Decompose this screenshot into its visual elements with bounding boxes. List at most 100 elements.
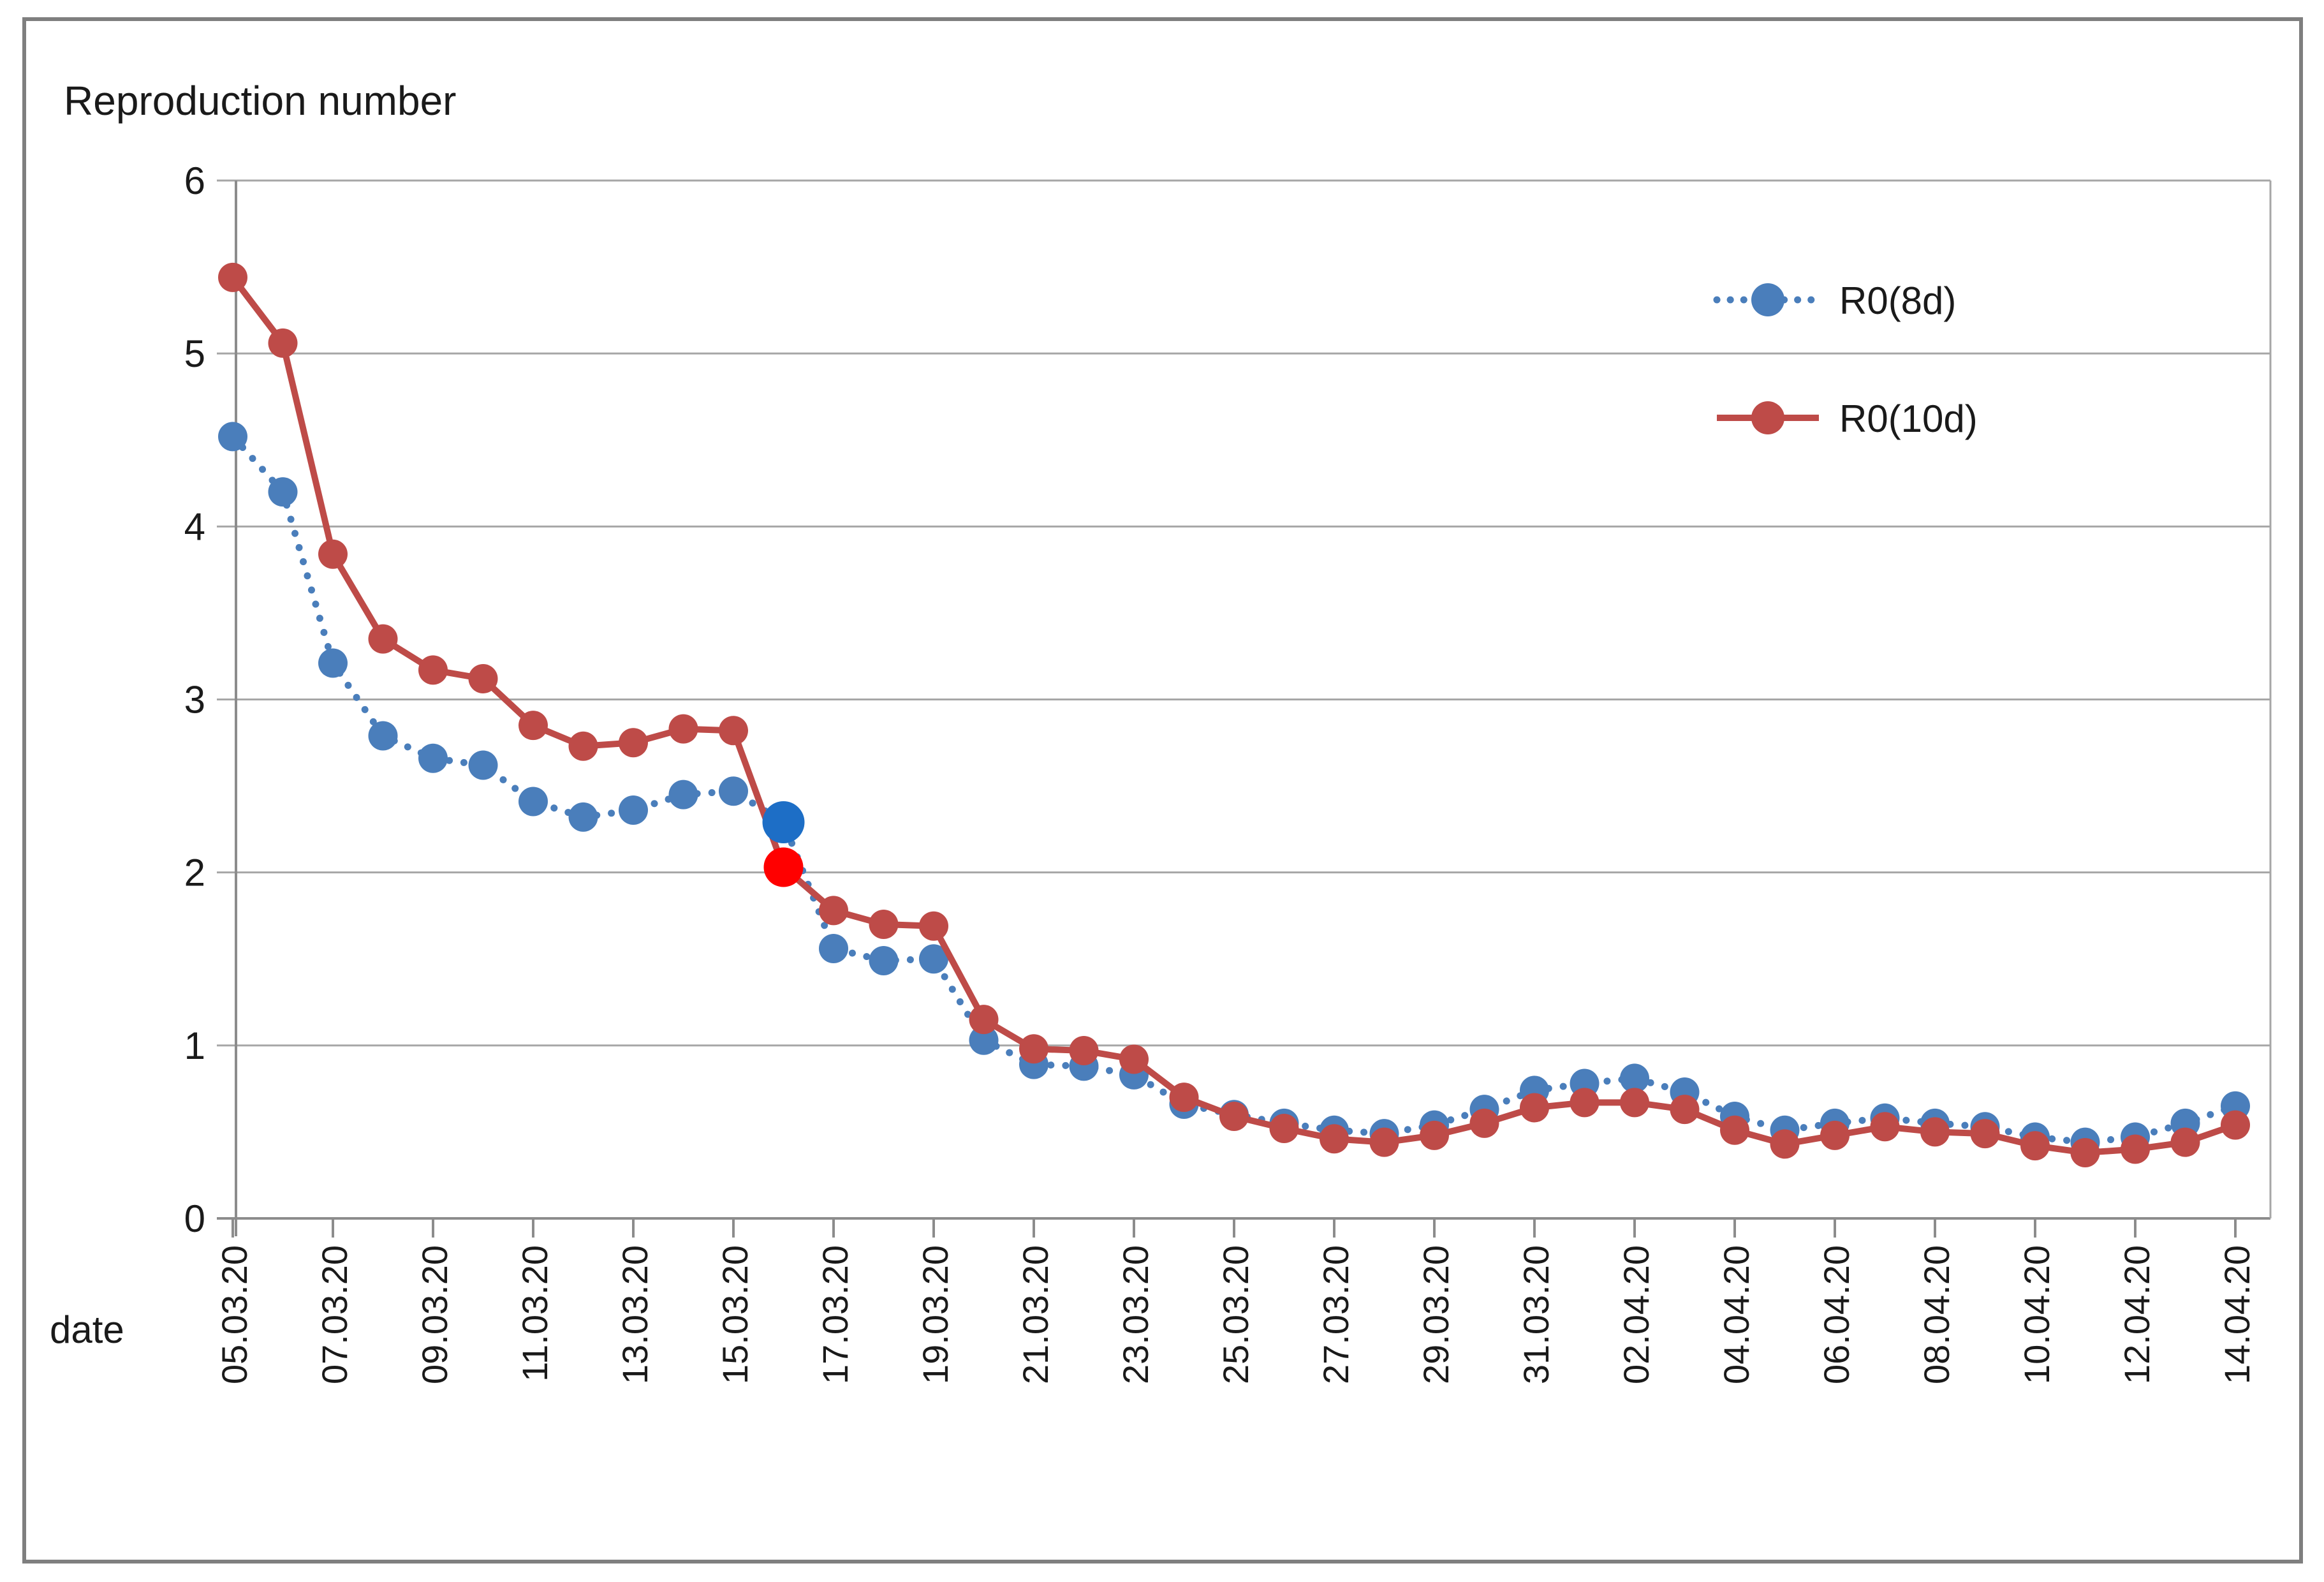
x-tick-labels: 05.03.20 07.03.20 09.03.20 11.03.20 13.03.20… (214, 1245, 2257, 1384)
marker-R0(10d) (1670, 1095, 1700, 1125)
marker-R0(10d) (1920, 1117, 1950, 1147)
marker-R0(10d) (919, 911, 948, 941)
marker-R0(8d) (568, 802, 598, 832)
x-tick-label: 08.04.20 (1916, 1245, 1957, 1384)
marker-R0(10d) (2070, 1137, 2100, 1167)
y-tick-labels: 0 1 2 3 4 5 6 (184, 159, 205, 1240)
x-tick-label: 09.03.20 (415, 1245, 455, 1384)
axes (217, 181, 2272, 1238)
marker-R0(8d) (668, 780, 698, 809)
y-tick-label-4: 4 (184, 505, 205, 548)
marker-R0(10d) (1820, 1120, 1850, 1150)
marker-R0(10d) (218, 262, 247, 292)
marker-R0(10d) (518, 711, 548, 741)
marker-R0(10d) (2221, 1110, 2250, 1140)
x-tick-label: 05.03.20 (214, 1245, 254, 1384)
marker-R0(10d) (1119, 1044, 1149, 1074)
marker-R0(10d) (1019, 1034, 1048, 1064)
x-axis-title: date (50, 1308, 124, 1351)
marker-R0(10d) (619, 728, 648, 758)
chart-title: Reproduction number (64, 78, 456, 124)
marker-R0(10d) (2020, 1131, 2050, 1161)
marker-R0(10d) (1369, 1127, 1399, 1157)
marker-R0(8d) (218, 422, 247, 452)
x-tick-label: 04.04.20 (1716, 1245, 1756, 1384)
marker-R0(8d) (468, 750, 498, 780)
y-tick-label-0: 0 (184, 1197, 205, 1240)
marker-R0(10d) (1520, 1093, 1549, 1123)
marker-R0(10d) (1570, 1088, 1600, 1118)
legend-label-r0-8d: R0(8d) (1839, 279, 1956, 322)
marker-R0(8d) (619, 795, 648, 825)
x-tick-label: 27.03.20 (1316, 1245, 1356, 1384)
marker-R0(10d) (1420, 1120, 1449, 1150)
marker-R0(10d) (819, 896, 848, 926)
marker-R0(10d) (1469, 1108, 1499, 1138)
x-tick-label: 06.04.20 (1816, 1245, 1857, 1384)
x-tick-label: 29.03.20 (1416, 1245, 1456, 1384)
marker-R0(8d) (919, 944, 948, 974)
marker-R0(10d) (568, 731, 598, 761)
x-tick-label: 02.04.20 (1616, 1245, 1656, 1384)
figure-border (22, 17, 2303, 1564)
marker-R0(10d) (2121, 1134, 2150, 1164)
highlight-point-R0(10d) (763, 847, 804, 887)
marker-R0(10d) (969, 1005, 999, 1035)
x-tick-label: 15.03.20 (715, 1245, 755, 1384)
marker-R0(8d) (869, 945, 899, 975)
marker-R0(10d) (1620, 1088, 1649, 1118)
x-tick-label: 10.04.20 (2017, 1245, 2057, 1384)
marker-R0(10d) (668, 714, 698, 744)
marker-R0(10d) (2170, 1127, 2200, 1157)
marker-R0(10d) (869, 910, 899, 940)
x-tick-label: 14.04.20 (2217, 1245, 2257, 1384)
marker-R0(10d) (1069, 1035, 1099, 1065)
marker-R0(10d) (1770, 1129, 1800, 1159)
highlight-point-R0(8d) (762, 801, 805, 844)
marker-R0(10d) (468, 663, 498, 693)
marker-R0(8d) (268, 477, 298, 507)
marker-R0(8d) (518, 787, 548, 817)
marker-R0(10d) (368, 624, 398, 654)
x-tick-label: 25.03.20 (1216, 1245, 1256, 1384)
y-tick-label-2: 2 (184, 852, 205, 894)
marker-R0(10d) (268, 328, 298, 358)
marker-R0(10d) (1720, 1115, 1749, 1145)
legend: R0(8d) R0(10d) (1713, 279, 1978, 440)
marker-R0(10d) (1219, 1102, 1249, 1132)
marker-R0(10d) (719, 716, 748, 746)
marker-R0(10d) (1169, 1083, 1199, 1113)
y-tick-label-1: 1 (184, 1024, 205, 1067)
marker-R0(10d) (318, 539, 348, 569)
y-tick-label-5: 5 (184, 332, 205, 375)
x-tick-label: 11.03.20 (515, 1245, 555, 1382)
marker-R0(10d) (1870, 1112, 1900, 1142)
y-tick-label-6: 6 (184, 159, 205, 202)
x-tick-label: 23.03.20 (1115, 1245, 1156, 1384)
legend-label-r0-10d: R0(10d) (1839, 397, 1978, 440)
x-tick-label: 13.03.20 (615, 1245, 655, 1384)
marker-R0(8d) (719, 776, 748, 806)
marker-R0(8d) (418, 743, 448, 773)
marker-R0(10d) (1269, 1113, 1299, 1143)
x-tick-label: 07.03.20 (314, 1245, 355, 1384)
gridlines (217, 179, 2270, 1047)
legend-marker-r0-10d (1751, 401, 1784, 434)
x-tick-label: 17.03.20 (815, 1245, 855, 1384)
marker-R0(10d) (418, 655, 448, 685)
marker-R0(8d) (368, 721, 398, 751)
x-tick-label: 31.03.20 (1516, 1245, 1556, 1384)
legend-marker-r0-8d (1751, 283, 1784, 316)
x-tick-label: 21.03.20 (1015, 1245, 1055, 1384)
marker-R0(10d) (1970, 1119, 2000, 1149)
highlighted-points (762, 801, 805, 887)
y-tick-label-3: 3 (184, 678, 205, 721)
marker-R0(8d) (819, 933, 848, 963)
marker-R0(8d) (318, 648, 348, 678)
x-tick-label: 19.03.20 (915, 1245, 955, 1384)
x-tick-label: 12.04.20 (2117, 1245, 2157, 1384)
marker-R0(8d) (1620, 1063, 1649, 1093)
marker-R0(8d) (969, 1025, 999, 1055)
